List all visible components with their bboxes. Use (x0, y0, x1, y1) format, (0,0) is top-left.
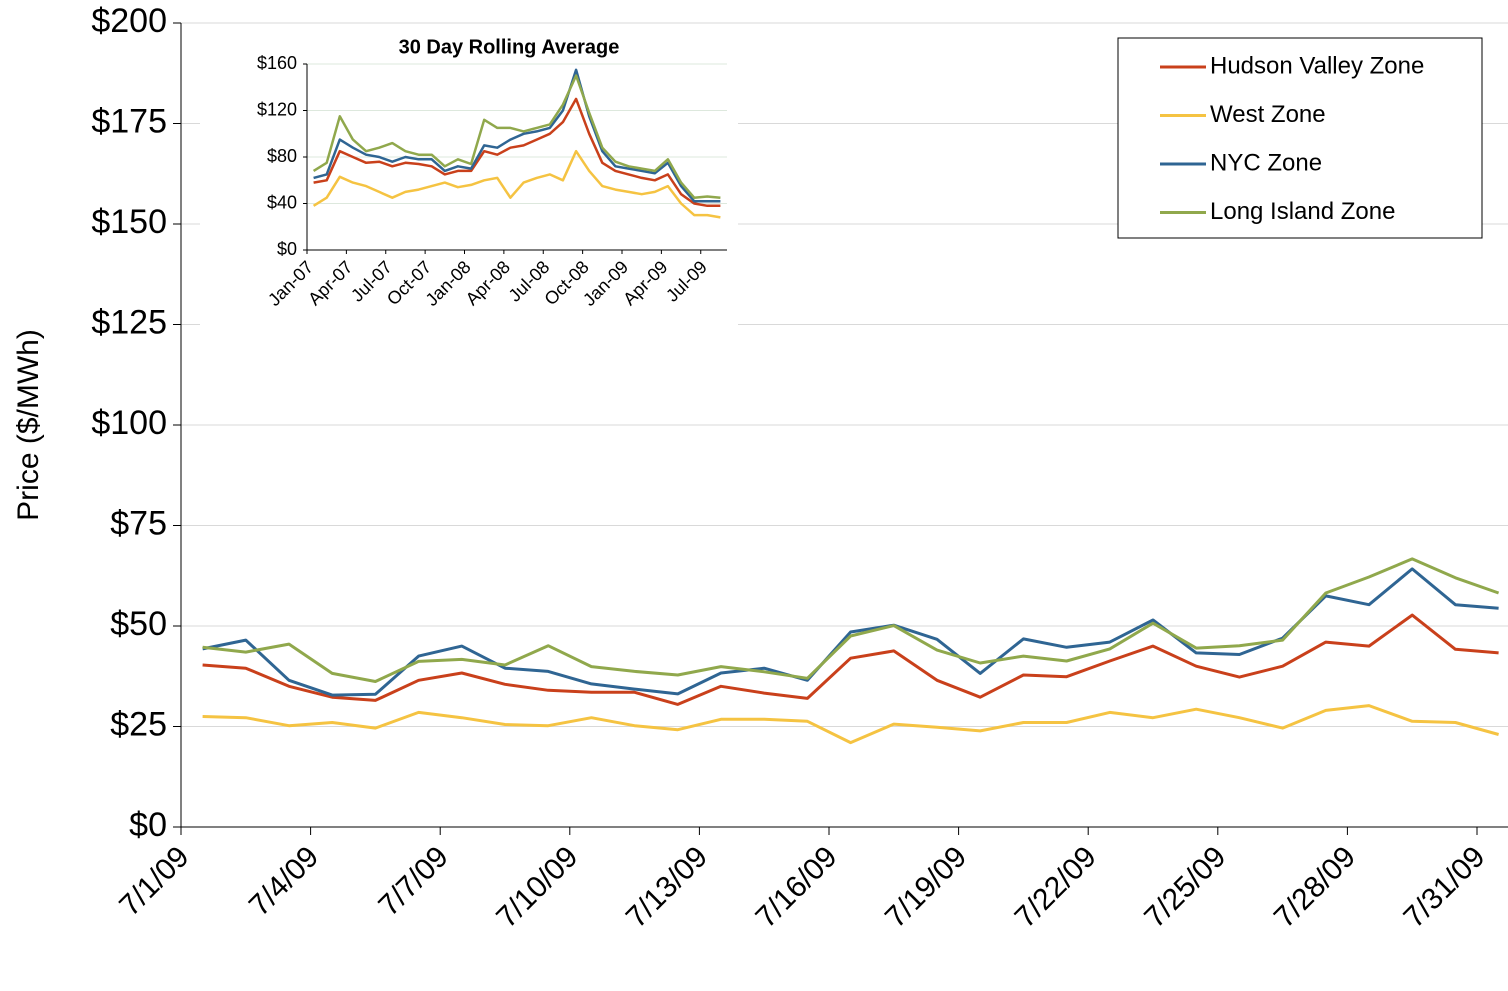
y-tick-label: $0 (277, 239, 297, 259)
y-tick-label: $0 (129, 806, 167, 844)
y-tick-label: $80 (267, 146, 297, 166)
x-tick-label: 7/10/09 (490, 840, 584, 934)
y-tick-label: $150 (91, 203, 167, 241)
series-line (202, 613, 1499, 706)
legend-label: Hudson Valley Zone (1210, 52, 1424, 79)
y-tick-label: $120 (257, 99, 297, 119)
x-tick-label: 7/19/09 (879, 840, 973, 934)
series-line (202, 557, 1500, 683)
x-tick-label: 7/16/09 (749, 840, 843, 934)
chart-title: 30 Day Rolling Average (399, 36, 620, 58)
series-line (312, 149, 721, 219)
y-tick-label: $100 (91, 404, 167, 442)
y-tick-label: $160 (257, 53, 297, 73)
series-line (313, 68, 721, 203)
x-tick-label: 7/31/09 (1397, 840, 1491, 934)
y-axis-label: Price ($/MWh) (12, 329, 45, 521)
x-tick-label: 7/4/09 (243, 840, 325, 922)
y-tick-label: $175 (91, 102, 167, 140)
x-tick-label: 7/25/09 (1138, 840, 1232, 934)
inset-background (200, 34, 738, 346)
y-tick-label: $75 (110, 504, 167, 542)
legend-label: West Zone (1210, 101, 1326, 128)
x-tick-label: 7/22/09 (1009, 840, 1103, 934)
y-tick-label: $40 (267, 192, 297, 212)
legend-box (1117, 37, 1483, 239)
y-tick-label: $50 (110, 605, 167, 643)
y-tick-label: $200 (91, 2, 167, 40)
series-line (313, 97, 721, 208)
legend-label: Long Island Zone (1210, 198, 1395, 225)
x-tick-label: 7/13/09 (620, 840, 714, 934)
x-tick-label: 7/1/09 (113, 840, 195, 922)
y-tick-label: $25 (110, 705, 167, 743)
series-line (312, 74, 721, 199)
x-tick-label: 7/28/09 (1268, 840, 1362, 934)
x-tick-label: 7/7/09 (372, 840, 454, 922)
series-line (202, 567, 1499, 697)
y-tick-label: $125 (91, 303, 167, 341)
series-line (202, 704, 1500, 745)
legend-label: NYC Zone (1210, 149, 1322, 176)
